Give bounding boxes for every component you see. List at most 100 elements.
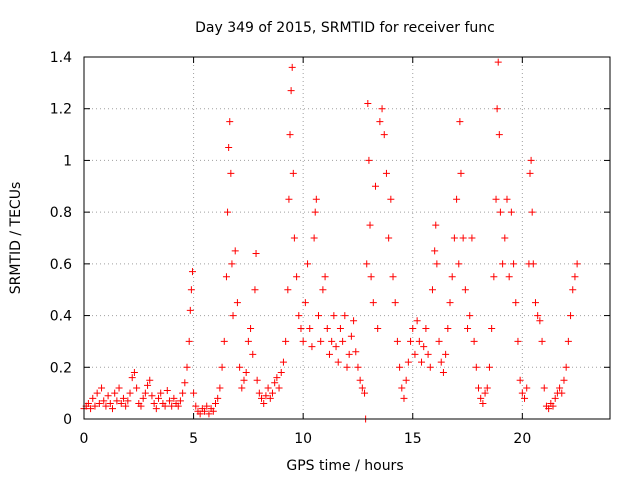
data-point (251, 286, 259, 294)
data-point (174, 402, 182, 410)
data-point (435, 337, 443, 345)
y-tick-label: 0 (63, 412, 72, 428)
data-point (470, 337, 478, 345)
data-points (80, 58, 581, 423)
data-point (113, 397, 121, 405)
data-point (409, 325, 417, 332)
data-point (468, 234, 476, 242)
data-point (420, 343, 428, 351)
data-point (456, 118, 464, 126)
data-point (157, 389, 165, 397)
data-point (499, 260, 507, 268)
data-point (297, 325, 305, 332)
data-point (308, 343, 316, 351)
x-tick-label: 15 (404, 431, 422, 447)
data-point (104, 392, 112, 400)
data-point (356, 376, 364, 384)
data-point (389, 273, 397, 281)
data-point (165, 397, 173, 405)
data-point (432, 221, 440, 229)
data-point (492, 195, 500, 203)
data-point (488, 325, 496, 332)
data-point (358, 384, 366, 392)
data-point (461, 286, 469, 294)
data-point (567, 312, 575, 320)
data-point (564, 337, 572, 345)
data-point (483, 384, 491, 392)
data-point (137, 402, 145, 410)
data-point (231, 247, 239, 255)
data-point (306, 325, 314, 332)
data-point (376, 118, 384, 126)
data-point (163, 387, 171, 395)
data-point (148, 392, 156, 400)
data-point (446, 299, 454, 307)
data-point (284, 286, 292, 294)
data-point (496, 208, 504, 216)
data-point (242, 368, 250, 376)
data-point (464, 325, 472, 332)
data-point (415, 337, 423, 345)
data-point (573, 260, 581, 268)
data-point (347, 332, 355, 340)
data-point (224, 208, 232, 216)
data-point (222, 273, 230, 281)
data-point (387, 195, 395, 203)
grid-lines (84, 57, 610, 419)
data-point (558, 389, 566, 397)
data-point (124, 397, 132, 405)
data-point (130, 368, 138, 376)
data-point (279, 358, 287, 366)
data-point (459, 234, 467, 242)
data-point (391, 299, 399, 307)
data-point (190, 389, 198, 397)
data-point (225, 144, 233, 151)
data-point (503, 195, 511, 203)
data-point (371, 182, 379, 190)
data-point (529, 260, 537, 268)
data-point (229, 312, 237, 320)
data-point (339, 337, 347, 345)
data-point (369, 299, 377, 307)
data-point (466, 312, 474, 320)
data-point (407, 337, 415, 345)
data-point (188, 268, 196, 276)
data-point (560, 376, 568, 384)
data-point (518, 389, 526, 397)
data-point (545, 405, 553, 413)
data-point (433, 260, 441, 268)
data-point (334, 358, 342, 366)
data-point (115, 384, 123, 392)
data-point (170, 394, 178, 402)
data-point (510, 260, 518, 268)
data-point (271, 379, 279, 387)
data-point (119, 394, 127, 402)
data-point (378, 105, 386, 113)
data-point (325, 350, 333, 358)
data-point (336, 325, 344, 332)
data-point (540, 384, 548, 392)
data-point (201, 407, 209, 415)
data-point (252, 250, 260, 258)
data-point (203, 402, 211, 410)
y-tick-label: 1 (63, 153, 72, 169)
data-point (287, 87, 295, 95)
data-point (365, 156, 373, 164)
data-point (293, 273, 301, 281)
data-point (323, 325, 331, 332)
data-point (128, 374, 136, 382)
data-point (288, 63, 296, 71)
data-point (150, 399, 158, 407)
data-point (181, 379, 189, 387)
data-point (98, 384, 106, 392)
data-point (187, 286, 195, 294)
data-point (226, 118, 234, 126)
data-point (367, 273, 375, 281)
data-point (571, 273, 579, 281)
data-point (549, 402, 557, 410)
data-point (273, 374, 281, 382)
data-point (332, 343, 340, 351)
data-point (310, 234, 318, 242)
data-point (531, 299, 539, 307)
